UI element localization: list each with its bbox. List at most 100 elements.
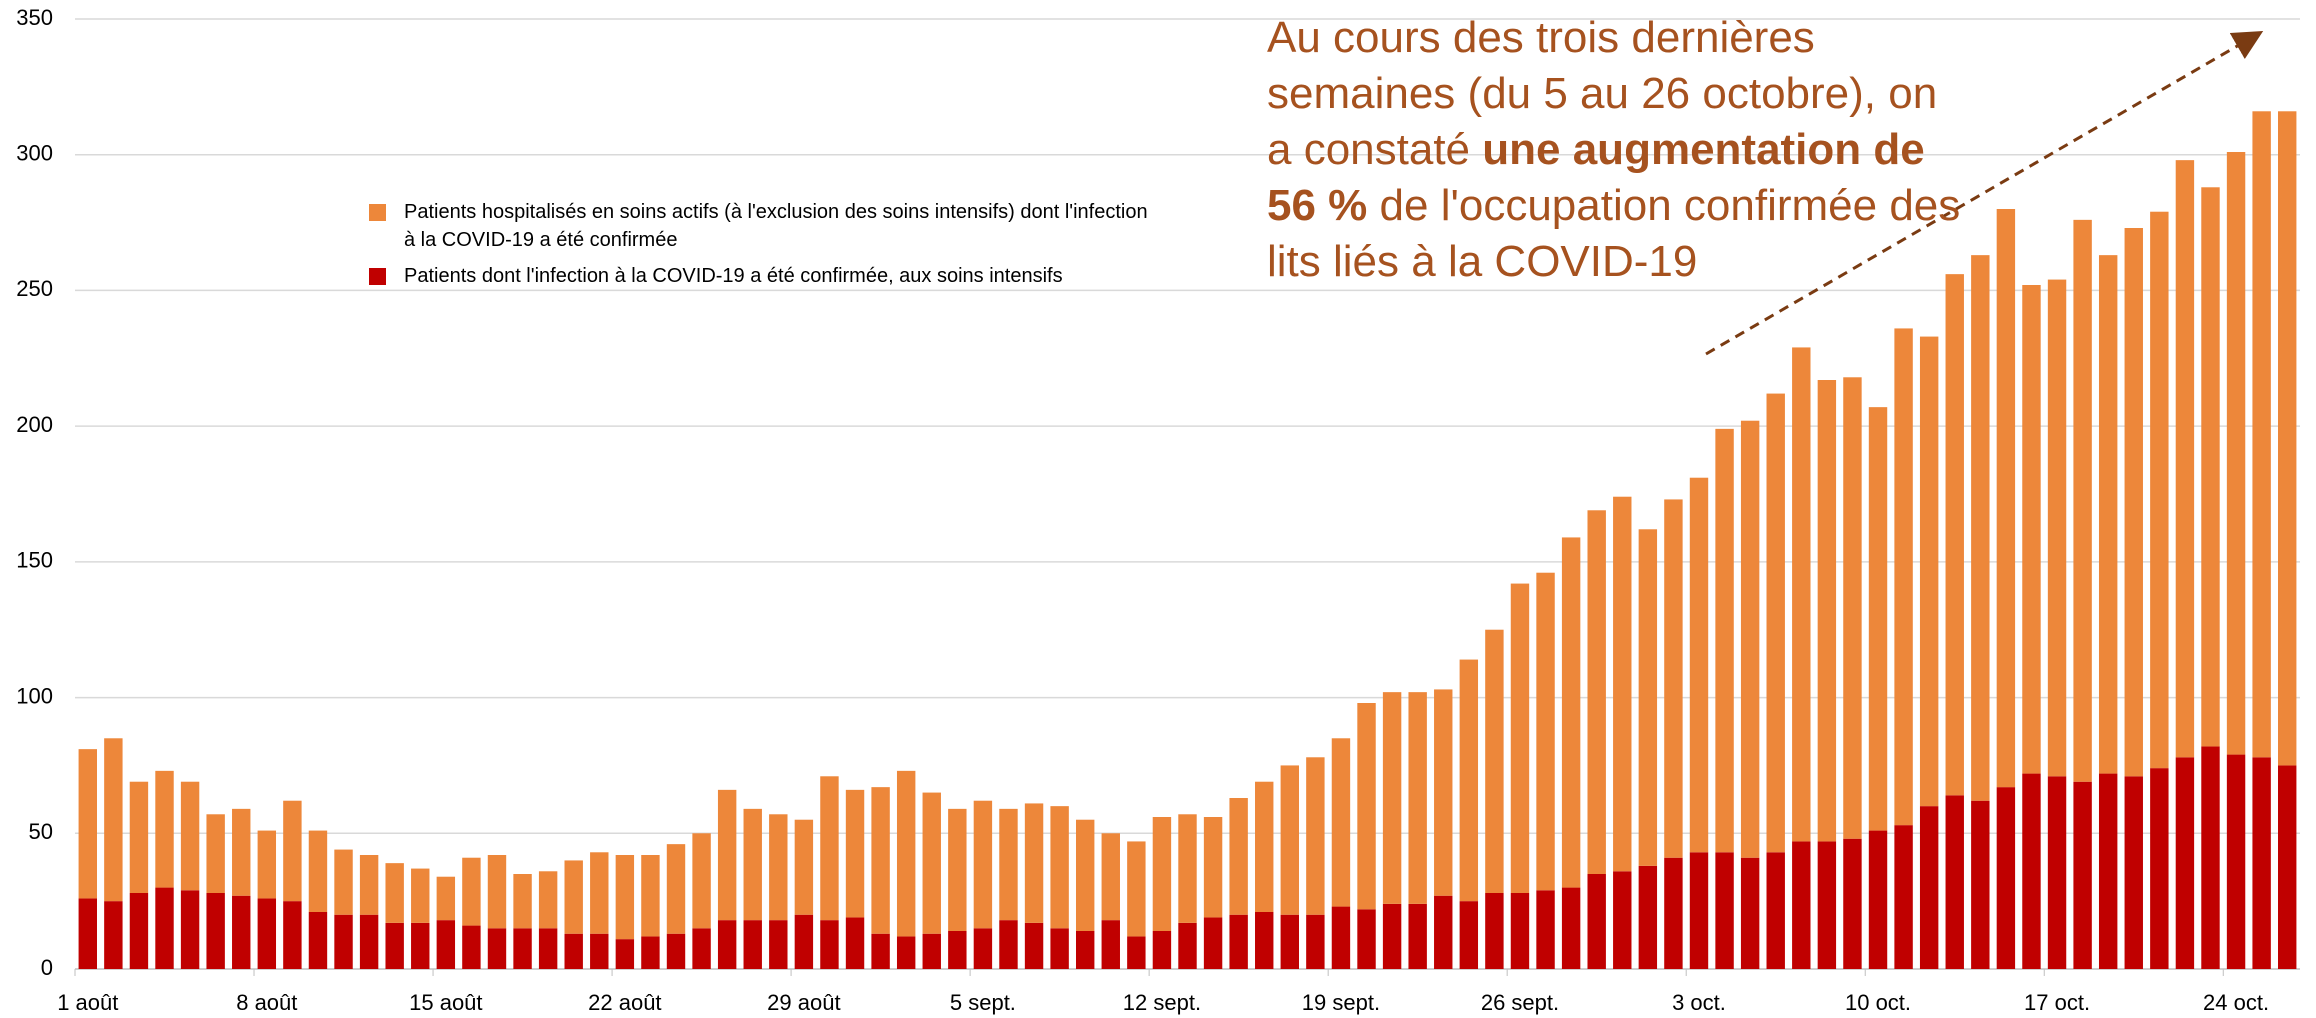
bar-segment bbox=[1357, 703, 1376, 910]
bar-segment bbox=[1740, 857, 1760, 969]
bar-segment bbox=[1178, 814, 1197, 923]
x-tick-label: 26 sept. bbox=[1481, 990, 1559, 1015]
bar-segment bbox=[283, 901, 302, 969]
y-tick-label: 50 bbox=[29, 819, 53, 844]
bar-segment bbox=[1203, 917, 1223, 969]
bar-segment bbox=[1280, 765, 1300, 915]
bar-segment bbox=[1152, 931, 1172, 969]
bar-segment bbox=[1945, 795, 1964, 969]
bar-segment bbox=[1894, 825, 1913, 969]
bar-segment bbox=[2175, 757, 2195, 969]
bar-segment bbox=[922, 933, 941, 969]
bar-segment bbox=[257, 898, 277, 969]
bar-segment bbox=[411, 868, 430, 923]
x-tick-label: 1 août bbox=[57, 990, 118, 1015]
bar-segment bbox=[845, 789, 865, 918]
bar-segment bbox=[1255, 781, 1274, 912]
bar-segment bbox=[692, 833, 711, 929]
bar-segment bbox=[1587, 874, 1606, 969]
x-tick-label: 3 oct. bbox=[1672, 990, 1726, 1015]
bar-segment bbox=[2073, 781, 2092, 969]
bar-segment bbox=[155, 770, 174, 888]
bar-segment bbox=[1587, 510, 1606, 874]
bar-segment bbox=[2022, 285, 2041, 774]
bar-segment bbox=[896, 770, 916, 937]
bar-segment bbox=[1536, 572, 1555, 891]
bar-segment bbox=[334, 914, 353, 969]
y-tick-label: 350 bbox=[16, 5, 53, 30]
bar-segment bbox=[1971, 255, 1990, 801]
bar-segment bbox=[564, 933, 583, 969]
bar-segment bbox=[615, 939, 635, 969]
x-tick-label: 12 sept. bbox=[1123, 990, 1201, 1015]
bar-segment bbox=[1766, 393, 1785, 853]
bar-segment bbox=[2252, 111, 2271, 758]
bar-segment bbox=[1485, 629, 1504, 893]
bar-segment bbox=[1382, 903, 1402, 969]
bar-segment bbox=[2226, 152, 2246, 755]
bar-segment bbox=[1101, 920, 1120, 969]
bar-segment bbox=[308, 912, 328, 969]
bar-segment bbox=[308, 830, 328, 912]
bar-segment bbox=[513, 928, 532, 969]
legend-label: Patients dont l'infection à la COVID-19 … bbox=[404, 265, 1063, 287]
bar-segment bbox=[538, 871, 558, 929]
bar-segment bbox=[385, 863, 404, 923]
bar-segment bbox=[1817, 380, 1837, 842]
bar-segment bbox=[973, 928, 993, 969]
bar-segment bbox=[743, 920, 762, 969]
bar-segment bbox=[1075, 931, 1095, 969]
bar-segment bbox=[1664, 499, 1683, 858]
bar-segment bbox=[436, 876, 456, 921]
annotation-bold: une augmentation de 56 % bbox=[1267, 125, 1925, 230]
bar-segment bbox=[334, 849, 353, 915]
bar-segment bbox=[948, 931, 967, 969]
bar-segment bbox=[1127, 841, 1146, 937]
bar-segment bbox=[948, 808, 967, 931]
bar-segment bbox=[1740, 420, 1760, 858]
bar-segment bbox=[2124, 776, 2143, 969]
annotation: Au cours des trois dernières semaines (d… bbox=[1267, 10, 1967, 290]
bar-segment bbox=[1536, 890, 1555, 969]
annotation-text: de l'occupation confirmée des lits liés … bbox=[1267, 181, 1961, 286]
y-tick-label: 100 bbox=[16, 683, 53, 708]
bar-segment bbox=[717, 920, 737, 969]
bar-segment bbox=[1229, 798, 1248, 915]
bar-segment bbox=[1024, 803, 1044, 923]
bar-segment bbox=[180, 890, 200, 969]
bar-segment bbox=[1971, 800, 1990, 969]
bar-segment bbox=[1664, 857, 1683, 969]
bar-segment bbox=[1459, 659, 1479, 902]
bar-segment bbox=[1255, 912, 1274, 969]
bar-segment bbox=[1715, 428, 1734, 853]
bar-segment bbox=[1434, 689, 1453, 896]
bar-segment bbox=[743, 808, 762, 921]
bar-segment bbox=[1408, 903, 1427, 969]
x-tick-label: 5 sept. bbox=[950, 990, 1016, 1015]
bar-segment bbox=[2252, 757, 2271, 969]
bar-segment bbox=[590, 933, 609, 969]
bar-segment bbox=[1510, 583, 1530, 893]
bar-segment bbox=[922, 792, 941, 934]
bar-segment bbox=[1203, 817, 1223, 918]
bar-segment bbox=[232, 895, 251, 969]
bar-segment bbox=[1689, 852, 1709, 969]
bar-segment bbox=[487, 855, 507, 929]
bar-segment bbox=[2150, 768, 2169, 969]
bar-segment bbox=[1408, 692, 1427, 904]
legend-swatch bbox=[369, 204, 386, 221]
bar-segment bbox=[666, 933, 686, 969]
bar-segment bbox=[359, 914, 379, 969]
bar-segment bbox=[1919, 806, 1939, 969]
bar-segment bbox=[180, 781, 200, 891]
bar-segment bbox=[1306, 914, 1325, 969]
bar-segment bbox=[257, 830, 277, 899]
y-tick-label: 300 bbox=[16, 141, 53, 166]
bar-segment bbox=[1331, 906, 1351, 969]
bar-segment bbox=[1024, 922, 1044, 969]
bar-segment bbox=[487, 928, 507, 969]
bar-segment bbox=[1843, 838, 1862, 969]
bar-segment bbox=[871, 787, 890, 934]
bar-segment bbox=[1689, 477, 1709, 853]
